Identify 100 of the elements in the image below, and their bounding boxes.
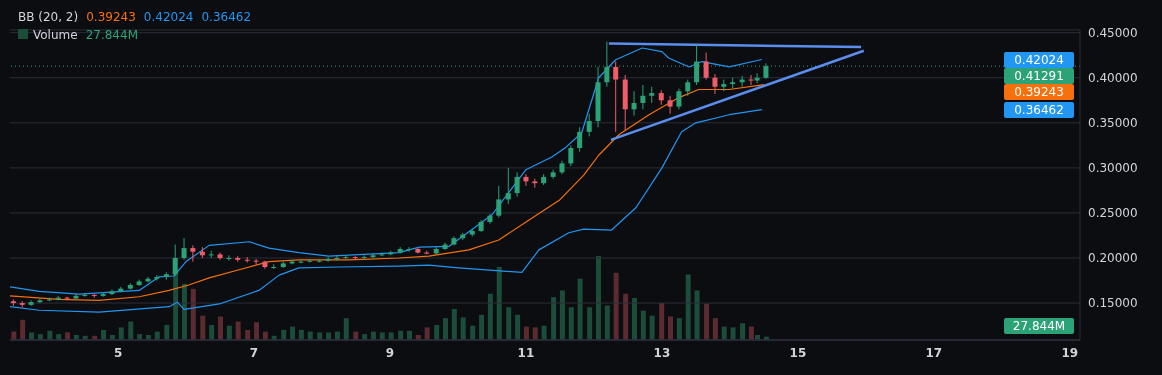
- candlestick: [181, 237, 187, 261]
- bar: [343, 318, 349, 340]
- bar: [209, 324, 215, 340]
- candlestick: [505, 167, 511, 205]
- y-tick-label: 0.35000: [1088, 116, 1138, 131]
- bar: [487, 293, 493, 340]
- candlestick: [631, 90, 637, 117]
- x-tick-label: 15: [789, 345, 807, 360]
- bar: [20, 319, 26, 340]
- candlestick: [64, 296, 70, 301]
- legend-label: Volume: [33, 28, 78, 42]
- bar: [29, 332, 35, 340]
- bar: [649, 315, 655, 340]
- candlestick: [226, 254, 232, 262]
- bar: [613, 272, 619, 340]
- candlestick: [568, 144, 574, 167]
- bar: [730, 327, 736, 340]
- bar: [740, 323, 746, 340]
- bar: [190, 288, 196, 340]
- text: 27.844M: [85, 28, 138, 42]
- candlestick: [370, 252, 376, 259]
- bar: [604, 305, 610, 340]
- bar: [568, 307, 574, 340]
- bar: [434, 324, 440, 340]
- bar: [317, 332, 323, 340]
- bar: [254, 322, 260, 340]
- candlestick: [703, 52, 709, 81]
- candlestick: [190, 244, 196, 263]
- bar: [523, 326, 529, 340]
- candlestick: [748, 74, 754, 86]
- bar: [101, 329, 107, 340]
- candlestick: [334, 254, 340, 262]
- bar: [676, 318, 682, 340]
- y-tick-label: 0.25000: [1088, 206, 1138, 221]
- ref-line-label: 0.41291: [1004, 67, 1074, 84]
- bar: [226, 325, 232, 340]
- text: 0.39243: [86, 10, 136, 24]
- candlestick: [28, 299, 34, 307]
- candlestick: [586, 113, 592, 137]
- candlestick: [676, 88, 682, 110]
- bar: [424, 327, 430, 340]
- y-tick-label: 0.45000: [1088, 25, 1138, 40]
- bar: [748, 326, 754, 340]
- x-tick-label: 13: [653, 345, 671, 360]
- y-tick-label: 0.20000: [1088, 251, 1138, 266]
- bar: [712, 318, 718, 340]
- line-series: [10, 47, 763, 295]
- bar: [559, 290, 565, 340]
- y-tick-label: 0.15000: [1088, 296, 1138, 311]
- annotation: 0.42024: [1004, 51, 1074, 68]
- bar: [541, 325, 547, 340]
- bar: [65, 332, 71, 340]
- candlestick: [712, 73, 718, 95]
- candlestick: [298, 259, 304, 264]
- candlestick: [667, 95, 673, 115]
- bar: [515, 314, 521, 340]
- text: 0.36462: [201, 10, 252, 24]
- candlestick: [577, 126, 583, 153]
- chart-title: BB (20, 2): [18, 10, 79, 24]
- y-tick-label: 0.40000: [1088, 71, 1138, 86]
- text: 0.42024: [143, 10, 194, 24]
- x-tick-label: 7: [249, 345, 259, 360]
- candlestick: [325, 256, 331, 263]
- bar: [200, 315, 206, 340]
- bar: [704, 303, 710, 340]
- bar: [659, 303, 665, 340]
- candlestick: [496, 185, 502, 218]
- x-tick-label: 9: [385, 345, 395, 360]
- bar: [640, 310, 646, 340]
- bar: [587, 307, 593, 340]
- bar: [668, 316, 674, 340]
- candlestick: [640, 84, 646, 110]
- bar: [631, 297, 637, 340]
- bar: [118, 327, 124, 340]
- bar: [379, 332, 385, 340]
- bar: [128, 321, 134, 340]
- bar: [245, 329, 251, 340]
- bar: [326, 332, 332, 340]
- bar: [290, 326, 296, 340]
- bar: [595, 255, 601, 340]
- candlestick: [604, 41, 610, 88]
- bar: [164, 324, 170, 340]
- bar: [577, 278, 583, 340]
- bar: [685, 274, 691, 340]
- bar: [479, 314, 485, 340]
- x-tick-label: 5: [113, 345, 123, 360]
- candlestick: [253, 258, 259, 265]
- annotation: 27.844M: [1004, 318, 1074, 334]
- annotation: 0.36462: [1004, 101, 1074, 118]
- x-tick-label: 11: [517, 345, 535, 360]
- bar: [388, 332, 394, 340]
- bar: [506, 307, 512, 340]
- bar: [496, 266, 502, 340]
- candlestick: [514, 171, 520, 198]
- annotation: 0.39243: [1004, 83, 1074, 100]
- line-series: [10, 83, 765, 301]
- x-tick-label: 17: [925, 345, 943, 360]
- bar: [623, 293, 629, 340]
- bar: [470, 325, 476, 340]
- bar: [532, 327, 538, 340]
